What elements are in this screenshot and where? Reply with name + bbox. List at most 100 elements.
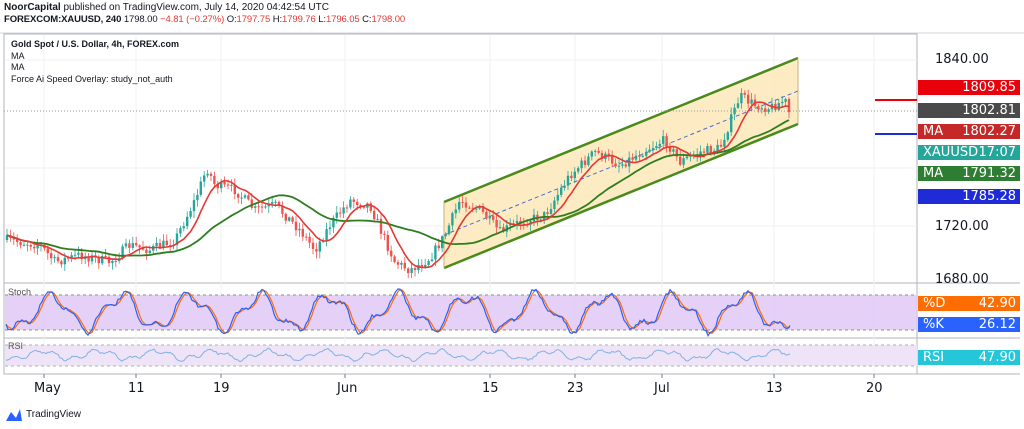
candle-body	[631, 157, 634, 160]
candle-body	[60, 261, 63, 265]
candle-body	[97, 256, 100, 264]
candle-body	[400, 262, 403, 265]
candle-body	[359, 205, 362, 207]
legend-ma-2[interactable]: MA	[11, 62, 25, 72]
candle-body	[587, 156, 590, 165]
candle-body	[481, 206, 485, 212]
price-tag-name: MA	[923, 124, 944, 139]
price-change: −4.81 (−0.27%)	[160, 14, 225, 25]
candle-body	[349, 199, 352, 208]
candle-body	[70, 255, 73, 259]
candle-body	[502, 227, 505, 232]
legend-ma-1[interactable]: MA	[11, 51, 25, 61]
candle-body	[719, 144, 723, 147]
stoch-pane-label[interactable]: Stoch	[8, 287, 32, 297]
price-tag-name: XAUUSD	[923, 145, 979, 160]
candle-body	[475, 208, 478, 210]
time-axis-label: 19	[213, 381, 230, 396]
candle-body	[383, 233, 386, 235]
candle-body	[267, 203, 270, 207]
candle-body	[699, 151, 702, 155]
candle-body	[675, 149, 678, 157]
candle-body	[747, 94, 750, 104]
candle-body	[410, 268, 413, 274]
symbol-label: FOREXCOM:XAUUSD, 240	[4, 14, 122, 25]
candle-body	[379, 218, 383, 234]
candle-body	[16, 239, 19, 243]
price-tag-value: 17:07	[978, 145, 1016, 160]
stoch-k-line	[5, 288, 791, 338]
rsi-pane-label[interactable]: RSI	[8, 341, 24, 351]
candle-body	[73, 254, 77, 256]
price-tag-value: 1809.85	[962, 80, 1016, 95]
candle-body	[189, 211, 192, 217]
rsi-line	[5, 347, 791, 363]
candle-body	[543, 212, 546, 220]
price-axis-label: 1840.00	[935, 52, 989, 67]
candle-body	[352, 199, 355, 202]
rsi-band	[5, 345, 917, 366]
time-axis-label: 13	[766, 381, 783, 396]
candle-body	[169, 245, 172, 247]
candle-body	[162, 240, 165, 249]
candle-body	[199, 181, 202, 195]
candle-body	[560, 187, 563, 195]
footer-brand[interactable]: TradingView	[26, 409, 82, 420]
candle-body	[182, 226, 185, 229]
candle-body	[458, 201, 461, 210]
publisher-name[interactable]: NoorCapital	[4, 2, 61, 13]
candle-body	[451, 213, 454, 226]
candle-body	[50, 253, 53, 259]
candle-body	[556, 194, 559, 201]
candle-body	[709, 146, 712, 154]
candle-body	[743, 92, 746, 95]
candle-body	[294, 221, 298, 231]
candle-body	[600, 152, 604, 160]
candle-body	[655, 146, 658, 149]
candle-body	[471, 207, 474, 209]
price-tag-support: 1785.28	[918, 189, 1020, 204]
candle-body	[390, 250, 393, 257]
candle-body	[617, 165, 621, 167]
candle-body	[26, 244, 29, 246]
candle-body	[447, 225, 451, 235]
price-tag-value: 1785.28	[962, 189, 1016, 204]
candle-body	[56, 257, 60, 262]
candle-body	[488, 215, 491, 219]
candle-body	[553, 200, 556, 210]
candle-body	[53, 257, 56, 259]
price-tag-symbol-countdown: XAUUSD 17:07	[918, 145, 1020, 160]
candle-body	[509, 224, 512, 226]
legend-overlay[interactable]: Force Ai Speed Overlay: study_not_auth	[11, 74, 173, 84]
candle-body	[301, 228, 304, 237]
candle-body	[777, 103, 780, 111]
candle-body	[5, 235, 9, 240]
candle-body	[570, 175, 573, 179]
candle-body	[107, 256, 111, 264]
candle-body	[213, 175, 216, 184]
candle-body	[685, 156, 689, 159]
candle-body	[226, 184, 230, 186]
time-axis-label: 11	[128, 381, 145, 396]
candle-body	[318, 241, 321, 252]
candle-body	[597, 150, 600, 153]
candles	[5, 88, 791, 279]
candle-body	[563, 185, 566, 188]
candle-body	[682, 158, 685, 165]
rsi-tag-value: 47.90	[978, 350, 1016, 365]
candle-body	[736, 103, 740, 108]
candle-body	[583, 160, 587, 165]
candle-body	[175, 233, 179, 246]
candle-body	[243, 195, 247, 198]
candle-body	[328, 227, 332, 230]
candle-body	[485, 211, 488, 219]
stoch-k-tag-label: %K	[923, 317, 944, 332]
candle-body	[298, 228, 301, 231]
candle-body	[376, 218, 379, 220]
candle-body	[495, 219, 498, 228]
candle-body	[645, 151, 648, 156]
candle-body	[539, 219, 542, 221]
legend-title[interactable]: Gold Spot / U.S. Dollar, 4h, FOREX.com	[11, 39, 180, 49]
candle-body	[158, 242, 162, 249]
